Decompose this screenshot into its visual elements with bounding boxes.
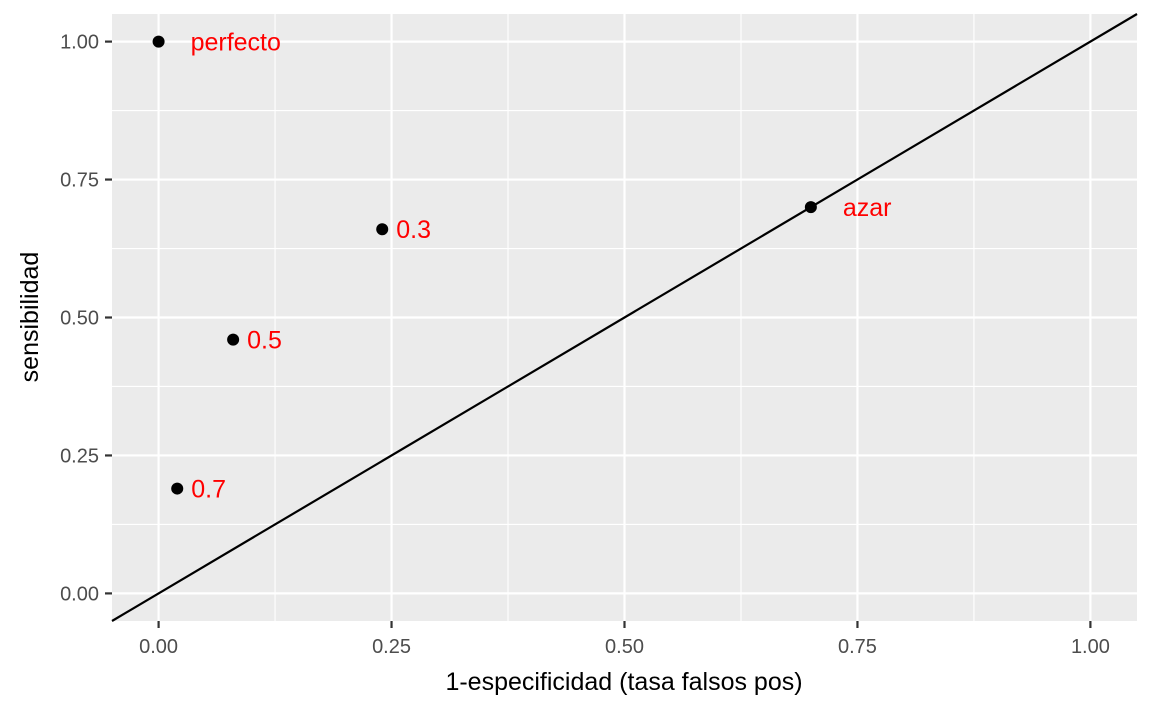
x-tick-label-4: 1.00 — [1071, 636, 1110, 658]
y-tick-label-1: 0.25 — [60, 445, 99, 467]
x-tick-label-1: 0.25 — [372, 636, 411, 658]
point-label-perfecto: perfecto — [191, 29, 281, 57]
point-perfecto — [152, 35, 165, 48]
point-label-azar: azar — [843, 194, 892, 222]
point-0.5 — [227, 333, 240, 346]
y-tick-label-4: 1.00 — [60, 32, 99, 54]
y-axis-title: sensibilidad — [16, 252, 44, 383]
x-tick-label-3: 0.75 — [838, 636, 877, 658]
y-tick-label-2: 0.50 — [60, 308, 99, 330]
y-axis: 0.00 0.25 0.50 0.75 1.00 — [60, 32, 112, 605]
x-axis-title: 1-especificidad (tasa falsos pos) — [445, 668, 802, 696]
point-azar — [804, 201, 817, 214]
x-axis: 0.00 0.25 0.50 0.75 1.00 — [139, 621, 1110, 658]
points-group — [152, 35, 817, 495]
point-label-0.3: 0.3 — [396, 216, 431, 244]
point-0.3 — [376, 223, 389, 236]
point-label-0.5: 0.5 — [247, 327, 282, 355]
y-tick-label-0: 0.00 — [60, 583, 99, 605]
point-labels-group: perfecto 0.3 0.5 0.7 azar — [191, 29, 892, 504]
reference-line-group — [111, 13, 1138, 622]
x-tick-label-2: 0.50 — [605, 636, 644, 658]
point-label-0.7: 0.7 — [191, 476, 226, 504]
point-0.7 — [171, 482, 184, 495]
reference-diagonal-line — [111, 13, 1138, 622]
x-tick-label-0: 0.00 — [139, 636, 178, 658]
y-tick-label-3: 0.75 — [60, 170, 99, 192]
